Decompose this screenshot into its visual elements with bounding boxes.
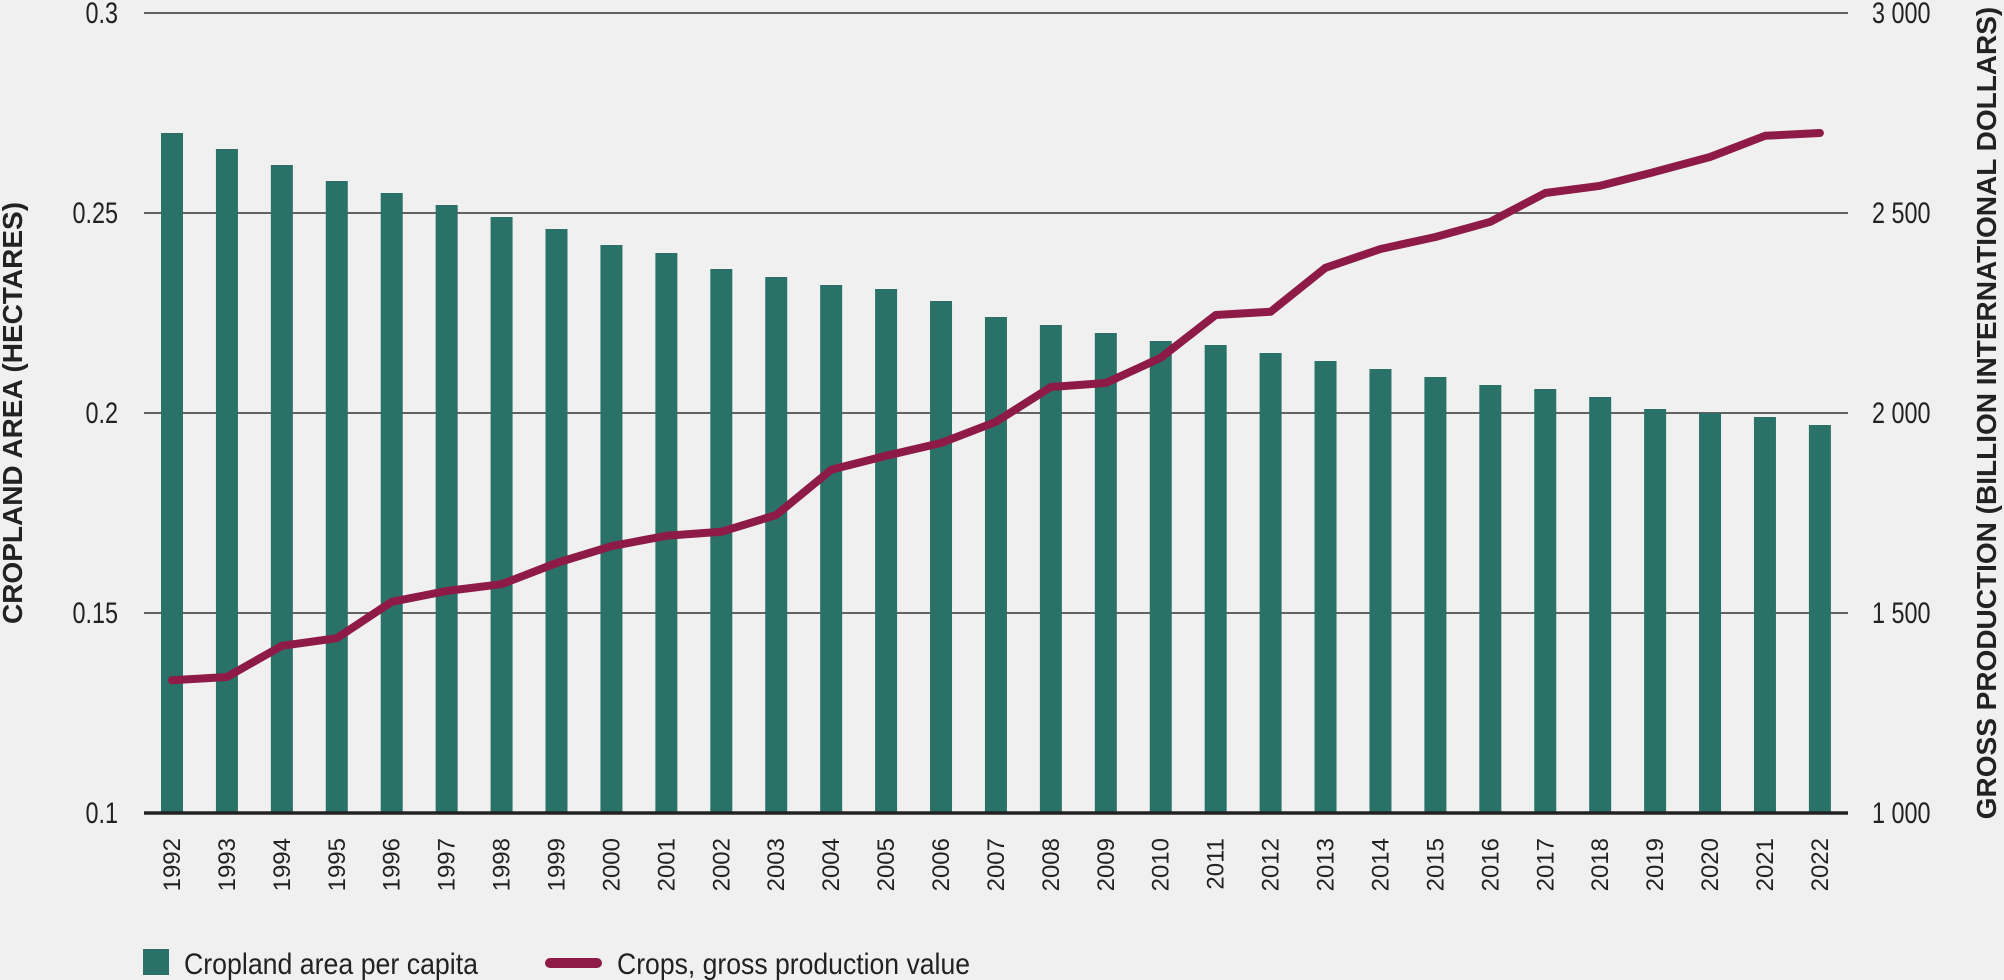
x-tick-label: 2014 — [1367, 838, 1394, 891]
bar-2000 — [600, 245, 623, 813]
bar-2009 — [1094, 333, 1117, 813]
y-tick-label-right: 1 500 — [1872, 596, 1931, 629]
bar-2008 — [1039, 325, 1062, 813]
bar-1997 — [435, 205, 458, 813]
x-tick-label: 2000 — [598, 838, 625, 891]
legend-label-line: Crops, gross production value — [617, 948, 970, 980]
bar-2011 — [1204, 345, 1227, 813]
bar-1994 — [270, 165, 293, 813]
x-tick-label: 2019 — [1642, 838, 1669, 891]
x-tick-label: 2007 — [983, 838, 1010, 891]
x-tick-label: 1996 — [379, 838, 406, 891]
bar-2005 — [875, 289, 898, 813]
bar-2021 — [1753, 417, 1776, 813]
y-tick-label-left: 0.2 — [85, 396, 118, 429]
x-tick-label: 2022 — [1807, 838, 1834, 891]
y-tick-label-right: 1 000 — [1872, 796, 1931, 829]
x-tick-label: 2011 — [1203, 838, 1230, 890]
bar-1992 — [161, 133, 183, 813]
x-tick-label: 1997 — [434, 838, 461, 891]
x-tick-label: 1993 — [214, 838, 241, 891]
bar-2004 — [820, 285, 843, 813]
x-tick-label: 2020 — [1697, 838, 1724, 891]
bar-1999 — [545, 229, 568, 813]
bar-2020 — [1699, 413, 1722, 813]
bar-2022 — [1808, 425, 1831, 813]
bar-2012 — [1259, 353, 1282, 813]
x-tick-label: 2021 — [1752, 838, 1779, 891]
x-tick-label: 1992 — [159, 838, 186, 891]
x-tick-label: 2012 — [1258, 838, 1285, 891]
x-tick-label: 1999 — [544, 838, 571, 891]
y-tick-label-left: 0.1 — [85, 796, 118, 829]
bar-2014 — [1369, 369, 1392, 813]
x-tick-label: 2009 — [1093, 838, 1120, 891]
bar-2002 — [710, 269, 733, 813]
bar-1995 — [325, 181, 348, 813]
bar-2015 — [1424, 377, 1447, 813]
x-tick-label: 2005 — [873, 838, 900, 891]
x-tick-label: 2016 — [1477, 838, 1504, 891]
y-tick-label-left: 0.25 — [72, 196, 118, 229]
y-tick-label-right: 2 000 — [1872, 396, 1931, 429]
bar-1993 — [215, 149, 238, 813]
bar-2019 — [1644, 409, 1667, 813]
bar-1996 — [380, 193, 403, 813]
y-tick-label-right: 3 000 — [1872, 0, 1931, 30]
bar-1998 — [490, 217, 513, 813]
bar-2017 — [1534, 389, 1557, 813]
x-tick-label: 2018 — [1587, 838, 1614, 891]
bar-2006 — [930, 301, 953, 813]
bar-2007 — [984, 317, 1007, 813]
x-tick-label: 1994 — [269, 838, 296, 891]
y-axis-title-right: GROSS PRODUCTION (BILLION INTERNATIONAL … — [1971, 7, 2002, 820]
x-tick-label: 2001 — [653, 838, 680, 891]
bar-2013 — [1314, 361, 1337, 813]
bar-2003 — [765, 277, 788, 813]
x-tick-label: 2013 — [1313, 838, 1340, 891]
x-tick-label: 2004 — [818, 838, 845, 891]
x-tick-label: 1995 — [324, 838, 351, 891]
x-tick-label: 2015 — [1422, 838, 1449, 891]
x-tick-label: 2003 — [763, 838, 790, 891]
x-tick-label: 2010 — [1148, 838, 1175, 891]
x-tick-label: 1998 — [489, 838, 516, 891]
x-tick-label: 2008 — [1038, 838, 1065, 891]
x-tick-label: 2006 — [928, 838, 955, 891]
y-axis-title-left: CROPLAND AREA (HECTARES) — [0, 202, 28, 624]
bar-2018 — [1589, 397, 1612, 813]
y-tick-label-left: 0.15 — [72, 596, 118, 629]
x-tick-label: 2002 — [708, 838, 735, 891]
legend-swatch-bar — [143, 949, 169, 975]
bar-2010 — [1149, 341, 1172, 813]
bar-2016 — [1479, 385, 1502, 813]
legend: Cropland area per capita Crops, gross pr… — [143, 948, 970, 980]
x-tick-label: 2017 — [1532, 838, 1559, 891]
y-tick-label-left: 0.3 — [85, 0, 118, 30]
legend-label-bar: Cropland area per capita — [184, 948, 478, 980]
y-tick-label-right: 2 500 — [1872, 196, 1931, 229]
